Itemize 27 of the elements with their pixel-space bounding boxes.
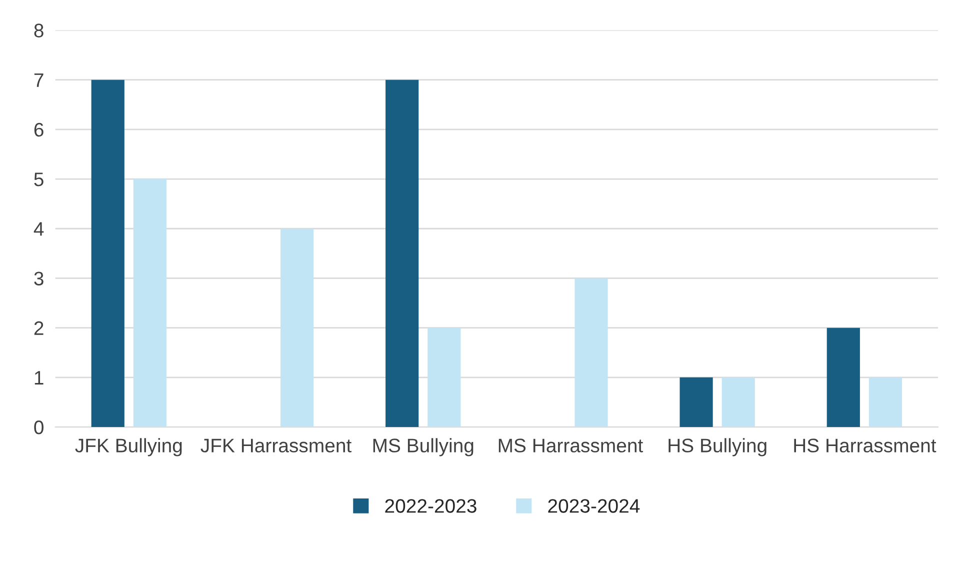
bar (826, 328, 860, 428)
bar (680, 377, 713, 428)
y-tick-label: 4 (34, 222, 44, 236)
bar (574, 278, 608, 428)
bar (386, 80, 419, 428)
y-tick-label: 6 (34, 122, 44, 137)
bar (91, 80, 124, 428)
bar (722, 377, 755, 428)
y-tick-label: 1 (34, 371, 44, 384)
x-tick-label: HS Harrassment (794, 438, 936, 452)
y-tick-label: 2 (34, 321, 44, 335)
bar (868, 377, 902, 428)
bar (133, 179, 166, 428)
y-tick-label: 5 (34, 172, 44, 186)
legend-label: 2023-2024 (548, 499, 640, 513)
x-tick-label: MS Bullying (373, 438, 474, 456)
x-tick-label: MS Harrassment (498, 438, 644, 452)
y-tick-label: 3 (34, 272, 44, 286)
legend-label: 2022-2023 (385, 499, 476, 513)
x-tick-label: JFK Bullying (75, 438, 182, 456)
bar (428, 328, 461, 428)
y-tick-label: 7 (34, 73, 44, 87)
y-tick-label: 0 (34, 420, 44, 434)
y-tick-label: 8 (34, 24, 44, 38)
x-tick-label: HS Bullying (668, 438, 766, 456)
x-tick-label: JFK Harrassment (200, 438, 352, 452)
bar (280, 228, 314, 428)
